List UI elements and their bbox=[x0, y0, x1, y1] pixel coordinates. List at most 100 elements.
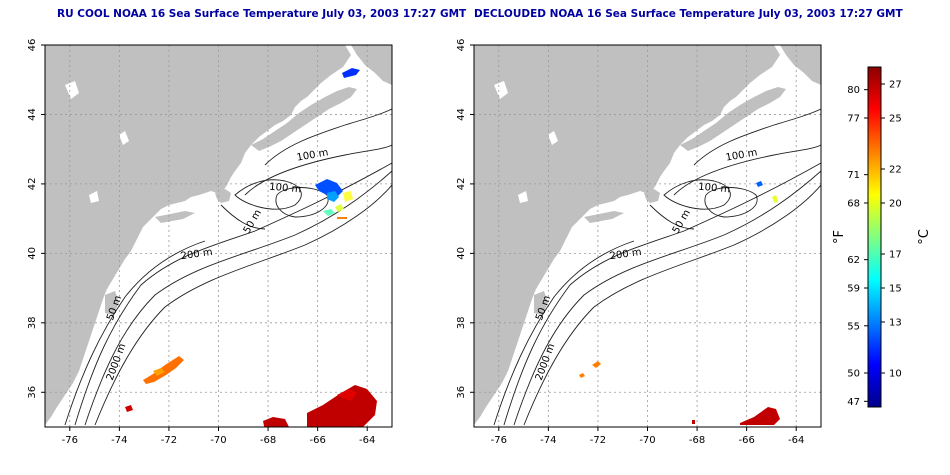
contour-line bbox=[64, 240, 206, 426]
lake-polygon bbox=[518, 191, 528, 203]
celsius-tick-label: 17 bbox=[889, 250, 902, 261]
lon-tick-label: -72 bbox=[161, 435, 177, 446]
celsius-tick-label: 25 bbox=[889, 114, 902, 125]
celsius-tick-label: 15 bbox=[889, 284, 902, 295]
contour-line bbox=[493, 240, 635, 426]
left-map-title: RU COOL NOAA 16 Sea Surface Temperature … bbox=[57, 8, 467, 20]
lat-tick-label: 46 bbox=[456, 39, 467, 52]
sst-patch bbox=[592, 361, 601, 368]
axis-ticks: -76 -74 -72 -70 -68 -66 -64 36 38 40 42 44 46 bbox=[456, 39, 804, 446]
lon-tick-label: -76 bbox=[62, 435, 78, 446]
fahrenheit-tick-label: 71 bbox=[847, 170, 860, 181]
sst-patch bbox=[342, 68, 360, 78]
contour-line bbox=[693, 108, 821, 166]
lat-tick-label: 38 bbox=[27, 316, 38, 329]
sst-patch bbox=[740, 407, 780, 425]
lon-tick-label: -66 bbox=[309, 435, 325, 446]
lat-tick-label: 36 bbox=[27, 386, 38, 399]
lon-tick-label: -72 bbox=[590, 435, 606, 446]
contour-label: 200 m bbox=[609, 247, 642, 262]
lake-polygon bbox=[548, 131, 558, 145]
fahrenheit-tick-label: 68 bbox=[847, 199, 860, 210]
temperature-colorbar: 80 77 71 68 62 59 55 50 47 27 25 22 20 17 15 13 10 °F °… bbox=[832, 66, 932, 408]
land-polygon bbox=[584, 211, 624, 223]
sst-patch bbox=[772, 195, 778, 203]
sst-patch bbox=[343, 191, 353, 202]
celsius-tick-label: 27 bbox=[889, 80, 902, 91]
contour-line bbox=[234, 179, 302, 210]
lat-tick-label: 46 bbox=[27, 39, 38, 52]
land-mass bbox=[474, 45, 821, 425]
land-polygon bbox=[215, 189, 231, 203]
land-polygon bbox=[155, 211, 195, 223]
fahrenheit-tick-label: 62 bbox=[847, 255, 860, 266]
contour-line bbox=[275, 187, 329, 218]
lat-tick-label: 40 bbox=[27, 247, 38, 260]
contour-label: 100 m bbox=[725, 147, 758, 163]
sst-patch bbox=[125, 405, 133, 412]
lat-tick-label: 42 bbox=[27, 178, 38, 191]
celsius-tick-label: 10 bbox=[889, 369, 902, 380]
fahrenheit-ticks: 80 77 71 68 62 59 55 50 47 bbox=[847, 85, 868, 408]
colorbar-gradient bbox=[867, 66, 882, 408]
lat-tick-label: 44 bbox=[456, 108, 467, 121]
lon-tick-label: -64 bbox=[359, 435, 375, 446]
lon-tick-label: -76 bbox=[491, 435, 507, 446]
land-polygon bbox=[351, 45, 392, 85]
sst-patch bbox=[337, 389, 357, 401]
lat-tick-label: 40 bbox=[456, 247, 467, 260]
lon-tick-label: -70 bbox=[639, 435, 655, 446]
contour-line bbox=[94, 184, 392, 426]
lon-tick-label: -74 bbox=[111, 435, 127, 446]
lon-tick-label: -68 bbox=[689, 435, 705, 446]
sst-patch bbox=[756, 181, 763, 187]
sst-patch bbox=[335, 204, 344, 212]
fahrenheit-tick-label: 59 bbox=[847, 284, 860, 295]
lake-polygon bbox=[119, 131, 129, 145]
lon-tick-label: -64 bbox=[788, 435, 804, 446]
land-mass bbox=[45, 45, 392, 425]
contour-line bbox=[523, 184, 821, 426]
land-polygon bbox=[105, 291, 119, 315]
contour-label: 100 m bbox=[296, 147, 329, 163]
land-polygon bbox=[251, 87, 357, 151]
lat-tick-label: 36 bbox=[456, 386, 467, 399]
right-map-title: DECLOUDED NOAA 16 Sea Surface Temperatur… bbox=[474, 8, 903, 20]
sst-patch bbox=[692, 420, 695, 424]
land-polygon bbox=[534, 291, 548, 315]
sst-patch bbox=[337, 217, 347, 219]
contour-line bbox=[503, 162, 821, 426]
celsius-tick-label: 22 bbox=[889, 165, 902, 176]
celsius-tick-label: 20 bbox=[889, 199, 902, 210]
contour-label: 100 m bbox=[269, 182, 302, 196]
lat-tick-label: 44 bbox=[27, 108, 38, 121]
fahrenheit-tick-label: 50 bbox=[847, 369, 860, 380]
contour-line bbox=[74, 162, 392, 426]
contour-label: 100 m bbox=[698, 182, 731, 196]
lat-lon-grid bbox=[45, 45, 392, 427]
sst-patch bbox=[323, 209, 335, 216]
land-polygon bbox=[644, 189, 660, 203]
sst-patch bbox=[153, 368, 165, 376]
lon-tick-label: -74 bbox=[540, 435, 556, 446]
lake-polygon bbox=[89, 191, 99, 203]
sst-pixels bbox=[125, 68, 377, 427]
fahrenheit-tick-label: 77 bbox=[847, 114, 860, 125]
fahrenheit-unit-label: °F bbox=[832, 230, 847, 244]
lat-lon-grid bbox=[474, 45, 821, 427]
contour-label: 200 m bbox=[180, 247, 213, 262]
sst-pixels bbox=[579, 181, 780, 425]
sst-patch bbox=[327, 191, 339, 202]
celsius-tick-label: 13 bbox=[889, 318, 902, 329]
fahrenheit-tick-label: 55 bbox=[847, 321, 860, 332]
contour-line bbox=[264, 108, 392, 166]
lon-tick-label: -68 bbox=[260, 435, 276, 446]
sst-patch bbox=[263, 417, 289, 427]
lake-polygon bbox=[494, 81, 508, 99]
lon-tick-label: -70 bbox=[210, 435, 226, 446]
sst-patch bbox=[143, 356, 184, 384]
fahrenheit-tick-label: 80 bbox=[847, 85, 860, 96]
